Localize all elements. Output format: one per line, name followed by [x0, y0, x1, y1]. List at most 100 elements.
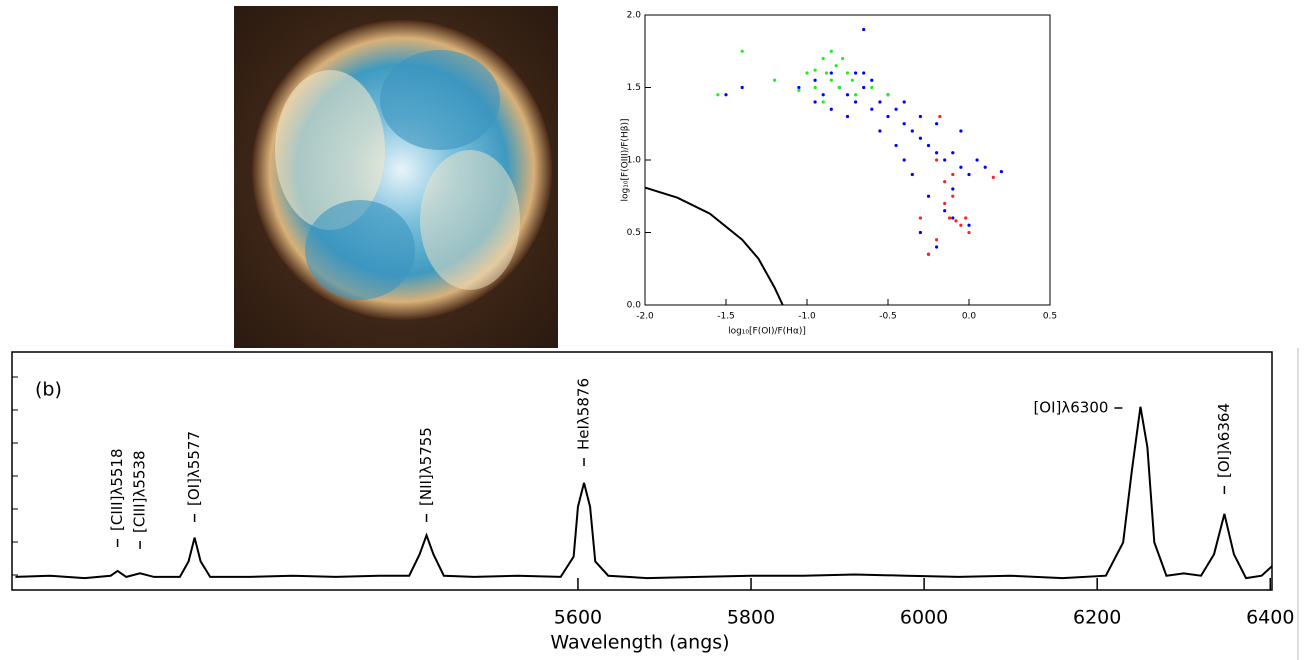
point [918, 216, 923, 220]
point [935, 238, 939, 242]
point [910, 172, 914, 177]
annotation: [OI]λ6364 [1215, 403, 1233, 478]
panel-label: (b) [35, 379, 62, 401]
point [870, 107, 874, 111]
point [886, 93, 890, 97]
point [821, 100, 825, 104]
point [829, 71, 833, 75]
x-tick-label: 0.5 [1043, 312, 1057, 322]
x-tick-label: 6000 [900, 607, 948, 629]
point [951, 187, 955, 191]
point [813, 100, 817, 104]
point [805, 71, 809, 75]
x-tick-label: -2.0 [636, 312, 654, 322]
point [943, 201, 947, 206]
point [829, 49, 833, 53]
point [850, 78, 854, 82]
point [943, 180, 947, 184]
point [813, 68, 817, 72]
point [837, 85, 842, 90]
point [991, 175, 995, 179]
spectrum-line [15, 406, 1273, 580]
point [951, 151, 955, 155]
point [854, 100, 858, 104]
point [870, 85, 874, 90]
point [951, 216, 955, 220]
point [938, 114, 942, 119]
x-tick-label: -1.5 [717, 312, 735, 322]
point [829, 78, 833, 82]
point [975, 158, 979, 162]
point [886, 114, 890, 119]
point [926, 252, 931, 256]
point [935, 122, 939, 126]
spectrum-frame [11, 351, 1273, 591]
point [902, 122, 906, 126]
point [959, 129, 963, 133]
point [935, 158, 939, 162]
point [918, 136, 923, 140]
point [834, 64, 838, 68]
point [845, 114, 850, 119]
annotation: [OI]λ5577 [185, 431, 203, 506]
x-axis-title: Wavelength (angs) [550, 632, 729, 654]
annotation: [NII]λ5755 [417, 427, 435, 506]
point [902, 100, 906, 104]
y-tick-label: 1.5 [627, 83, 641, 93]
point [740, 49, 744, 53]
x-tick-label: 6400 [1246, 607, 1294, 629]
point [902, 158, 906, 162]
point [829, 107, 833, 111]
x-tick-label: 6200 [1073, 607, 1121, 629]
point [935, 151, 939, 155]
point [999, 170, 1004, 174]
point [967, 230, 971, 235]
annotation: [CIII]λ5518 [108, 449, 126, 532]
point [967, 223, 971, 227]
curve [644, 186, 784, 306]
x-tick-label: -1.0 [798, 312, 816, 322]
point [910, 129, 914, 133]
point [918, 230, 923, 235]
y-tick-label: 0.5 [627, 228, 641, 238]
point [918, 114, 923, 119]
point [773, 78, 777, 82]
x-axis-title: log₁₀[F(OI)/F(Hα)] [728, 327, 806, 337]
annotation: [CIII]λ5538 [131, 451, 149, 534]
point [878, 129, 882, 133]
point [813, 78, 817, 82]
point [947, 216, 952, 220]
point [967, 172, 971, 177]
point [862, 71, 866, 75]
point [926, 194, 931, 198]
point [821, 93, 825, 97]
y-tick-label: 2.0 [627, 11, 642, 21]
point [954, 219, 958, 223]
point [878, 100, 882, 104]
point [724, 93, 728, 97]
y-tick-label: 1.0 [627, 156, 642, 166]
point [935, 245, 939, 249]
annotation: [OI]λ6300 [1033, 399, 1108, 417]
point [959, 165, 963, 169]
point [943, 209, 947, 213]
point [964, 216, 968, 220]
scatter-frame [644, 14, 1051, 306]
x-tick-label: 5800 [727, 607, 775, 629]
point [821, 56, 825, 61]
y-tick-label: 0.0 [627, 301, 642, 311]
y-axis-title: log₁₀[F(OIII)/F(Hβ)] [621, 119, 631, 202]
point [824, 71, 829, 75]
point [797, 85, 801, 90]
point [894, 107, 898, 111]
x-tick-label: 5600 [554, 607, 602, 629]
point [841, 56, 845, 61]
nebula-image [234, 6, 558, 348]
point [862, 27, 866, 32]
point [797, 88, 801, 92]
point [845, 93, 850, 97]
x-tick-label: 0.0 [962, 312, 977, 322]
point [926, 143, 931, 148]
x-tick-label: -0.5 [879, 312, 897, 322]
point [959, 223, 963, 227]
